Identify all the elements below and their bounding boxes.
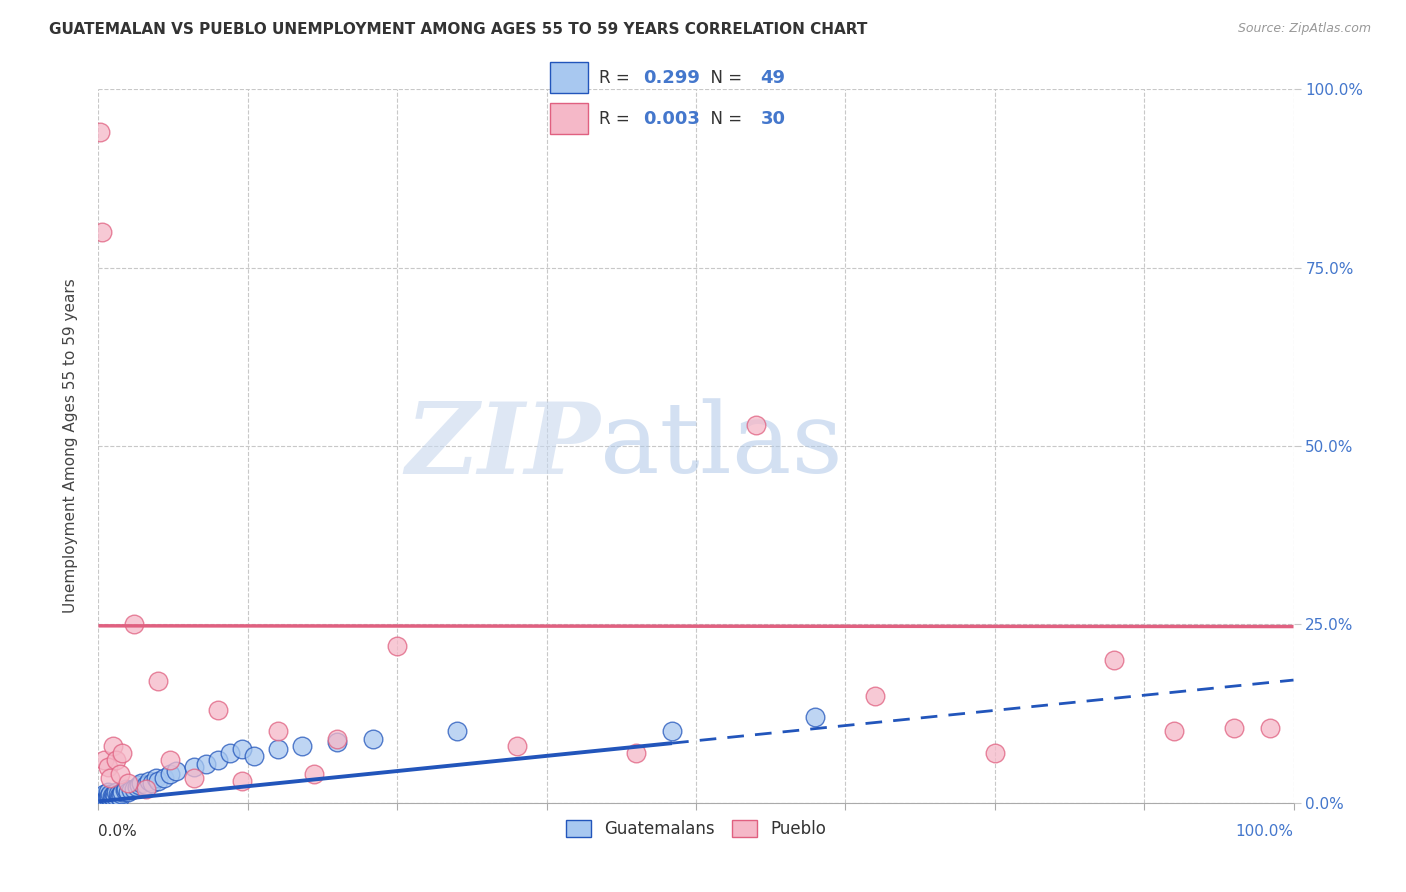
Text: Source: ZipAtlas.com: Source: ZipAtlas.com: [1237, 22, 1371, 36]
Point: [120, 783, 142, 797]
Point: [243, 749, 266, 764]
Point: [207, 753, 229, 767]
Point: [231, 774, 253, 789]
Text: R =: R =: [599, 110, 636, 128]
Point: [98, 789, 121, 803]
Text: 49: 49: [761, 69, 786, 87]
Point: [302, 767, 325, 781]
Point: [111, 746, 134, 760]
Point: [94, 792, 117, 806]
Point: [165, 764, 187, 778]
Text: 0.0%: 0.0%: [98, 824, 138, 839]
Point: [97, 789, 120, 803]
FancyBboxPatch shape: [550, 62, 588, 93]
Point: [90, 790, 112, 805]
Point: [626, 746, 648, 760]
Point: [91, 225, 114, 239]
Point: [98, 787, 122, 801]
Text: N =: N =: [700, 110, 748, 128]
Point: [110, 787, 132, 801]
Point: [138, 774, 160, 789]
Point: [125, 780, 148, 794]
Point: [101, 739, 124, 753]
Point: [108, 790, 131, 805]
Point: [96, 790, 118, 805]
Point: [97, 760, 120, 774]
Y-axis label: Unemployment Among Ages 55 to 59 years: Unemployment Among Ages 55 to 59 years: [63, 278, 77, 614]
Point: [183, 771, 205, 785]
Text: GUATEMALAN VS PUEBLO UNEMPLOYMENT AMONG AGES 55 TO 59 YEARS CORRELATION CHART: GUATEMALAN VS PUEBLO UNEMPLOYMENT AMONG …: [49, 22, 868, 37]
Point: [89, 125, 111, 139]
Point: [159, 753, 181, 767]
Point: [128, 778, 150, 792]
Point: [124, 781, 146, 796]
Point: [1104, 653, 1126, 667]
Point: [446, 724, 468, 739]
Point: [91, 789, 114, 803]
Point: [117, 776, 139, 790]
Point: [745, 417, 768, 432]
Legend: Guatemalans, Pueblo: Guatemalans, Pueblo: [560, 813, 832, 845]
Point: [1163, 724, 1185, 739]
Point: [326, 731, 349, 746]
Point: [1258, 721, 1281, 735]
Point: [1223, 721, 1246, 735]
Point: [104, 789, 127, 803]
Text: 0.299: 0.299: [643, 69, 700, 87]
FancyBboxPatch shape: [550, 103, 588, 134]
Point: [195, 756, 218, 771]
Point: [804, 710, 827, 724]
Point: [98, 771, 122, 785]
Point: [114, 783, 136, 797]
Point: [115, 781, 138, 796]
Point: [385, 639, 409, 653]
Point: [363, 731, 385, 746]
Point: [141, 776, 163, 790]
Point: [107, 787, 129, 801]
Point: [107, 789, 129, 803]
Point: [93, 787, 115, 801]
Point: [103, 787, 125, 801]
Point: [231, 742, 253, 756]
Text: R =: R =: [599, 69, 636, 87]
Point: [148, 674, 170, 689]
Point: [117, 785, 139, 799]
Text: 0.003: 0.003: [643, 110, 700, 128]
Point: [105, 753, 128, 767]
Text: atlas: atlas: [600, 398, 844, 494]
Point: [267, 742, 290, 756]
Point: [159, 767, 181, 781]
Point: [661, 724, 683, 739]
Point: [111, 785, 134, 799]
Text: 30: 30: [761, 110, 786, 128]
Point: [135, 778, 157, 792]
Point: [93, 753, 115, 767]
Point: [100, 789, 122, 803]
Point: [506, 739, 529, 753]
Point: [148, 774, 170, 789]
Point: [984, 746, 1007, 760]
Point: [326, 735, 349, 749]
Point: [183, 760, 205, 774]
Point: [145, 771, 167, 785]
Point: [267, 724, 290, 739]
Point: [124, 617, 146, 632]
Point: [153, 771, 176, 785]
Point: [97, 785, 120, 799]
Text: 100.0%: 100.0%: [1236, 824, 1294, 839]
Point: [219, 746, 242, 760]
Text: N =: N =: [700, 69, 748, 87]
Point: [131, 776, 153, 790]
Point: [135, 781, 157, 796]
Point: [105, 785, 128, 799]
Point: [101, 790, 124, 805]
Point: [89, 792, 111, 806]
Point: [108, 767, 131, 781]
Point: [865, 689, 887, 703]
Point: [207, 703, 229, 717]
Text: ZIP: ZIP: [405, 398, 600, 494]
Point: [291, 739, 314, 753]
